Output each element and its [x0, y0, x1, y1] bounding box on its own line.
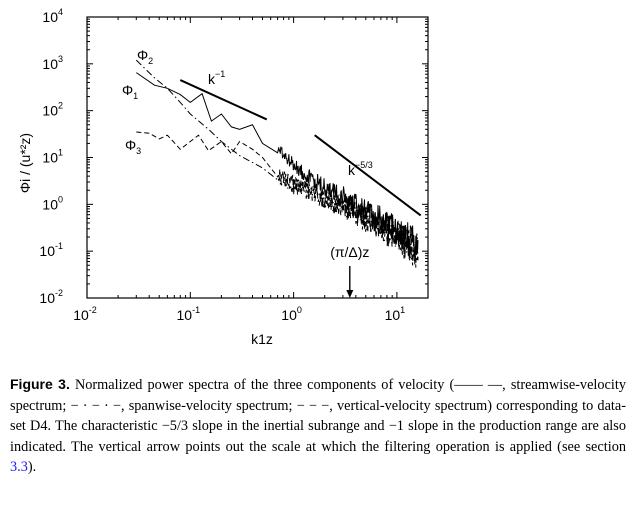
y-tick-label-exp: 4 [58, 7, 63, 17]
series-layer [135, 59, 419, 268]
x-tick-label-base: 10 [385, 307, 401, 323]
y-tick-label: 102 [42, 101, 63, 119]
series-label-phi1: Φ1 [122, 82, 138, 101]
slope-label-exp: −5/3 [355, 160, 373, 170]
y-axis-label: Φi / (u*²z) [17, 133, 33, 193]
caption-end: ). [27, 459, 37, 475]
series-label-sub: 3 [136, 146, 141, 156]
series-line-phi2 [135, 59, 419, 265]
x-tick-label: 10-2 [73, 305, 97, 323]
x-tick-label: 10-1 [177, 305, 201, 323]
slope-label-base: k [208, 71, 216, 87]
x-tick-label-exp: 0 [297, 305, 302, 315]
x-tick-label-base: 10 [281, 307, 297, 323]
x-tick-label-exp: 1 [400, 305, 405, 315]
y-tick-label: 103 [42, 54, 63, 72]
series-label-symbol: Φ [122, 82, 133, 98]
x-tick-label-base: 10 [73, 307, 89, 323]
x-tick-label: 100 [281, 305, 302, 323]
x-tick-label-base: 10 [177, 307, 193, 323]
y-tick-label: 10-1 [39, 241, 63, 259]
y-tick-label-exp: 3 [58, 54, 63, 64]
y-tick-label-base: 10 [42, 9, 58, 25]
slope-label-base: k [348, 162, 356, 178]
figure-caption: Figure 3. Normalized power spectra of th… [10, 374, 626, 478]
slope-line-minus-one [179, 79, 268, 121]
slope-line-minus-five-thirds [314, 134, 422, 217]
y-tick-label: 100 [42, 194, 63, 212]
y-tick-label-base: 10 [42, 103, 58, 119]
x-tick-label: 101 [385, 305, 406, 323]
y-tick-label-exp: -1 [55, 241, 63, 251]
y-tick-label: 10-2 [39, 288, 63, 306]
series-label-symbol: Φ [125, 137, 136, 153]
reference-lines: k−1k−5/3 [179, 69, 422, 217]
x-tick-label-exp: -2 [89, 305, 97, 315]
x-tick-label-exp: -1 [192, 305, 200, 315]
series-label-phi3: Φ3 [125, 137, 141, 156]
slope-label: k−5/3 [348, 160, 373, 178]
y-tick-label-base: 10 [42, 196, 58, 212]
x-axis-label: k1z [251, 331, 273, 347]
y-tick-label-base: 10 [42, 56, 58, 72]
caption-label: Figure 3. [10, 376, 70, 392]
y-tick-label-base: 10 [39, 290, 55, 306]
filter-scale-arrow-head [346, 290, 354, 298]
y-tick-label-base: 10 [42, 150, 58, 166]
ticks [86, 16, 429, 299]
series-label-symbol: Φ [137, 47, 148, 63]
series-label-sub: 1 [133, 91, 138, 101]
caption-text: Normalized power spectra of the three co… [10, 377, 626, 455]
series-line-phi3 [136, 131, 419, 268]
y-tick-label-exp: 0 [58, 194, 63, 204]
y-tick-label-exp: 2 [58, 101, 63, 111]
slope-label-exp: −1 [215, 69, 225, 79]
y-tick-label-exp: -2 [55, 288, 63, 298]
filter-scale-label: (π/Δ)z [330, 244, 369, 260]
series-label-sub: 2 [148, 56, 153, 66]
y-tick-label: 104 [42, 7, 63, 25]
section-link[interactable]: 3.3 [10, 459, 28, 475]
y-tick-label: 101 [42, 148, 63, 166]
filter-scale-annotation: (π/Δ)z [330, 244, 369, 298]
series-label-phi2: Φ2 [137, 47, 153, 66]
y-tick-label-base: 10 [39, 243, 55, 259]
slope-label: k−1 [208, 69, 225, 87]
y-tick-label-exp: 1 [58, 148, 63, 158]
